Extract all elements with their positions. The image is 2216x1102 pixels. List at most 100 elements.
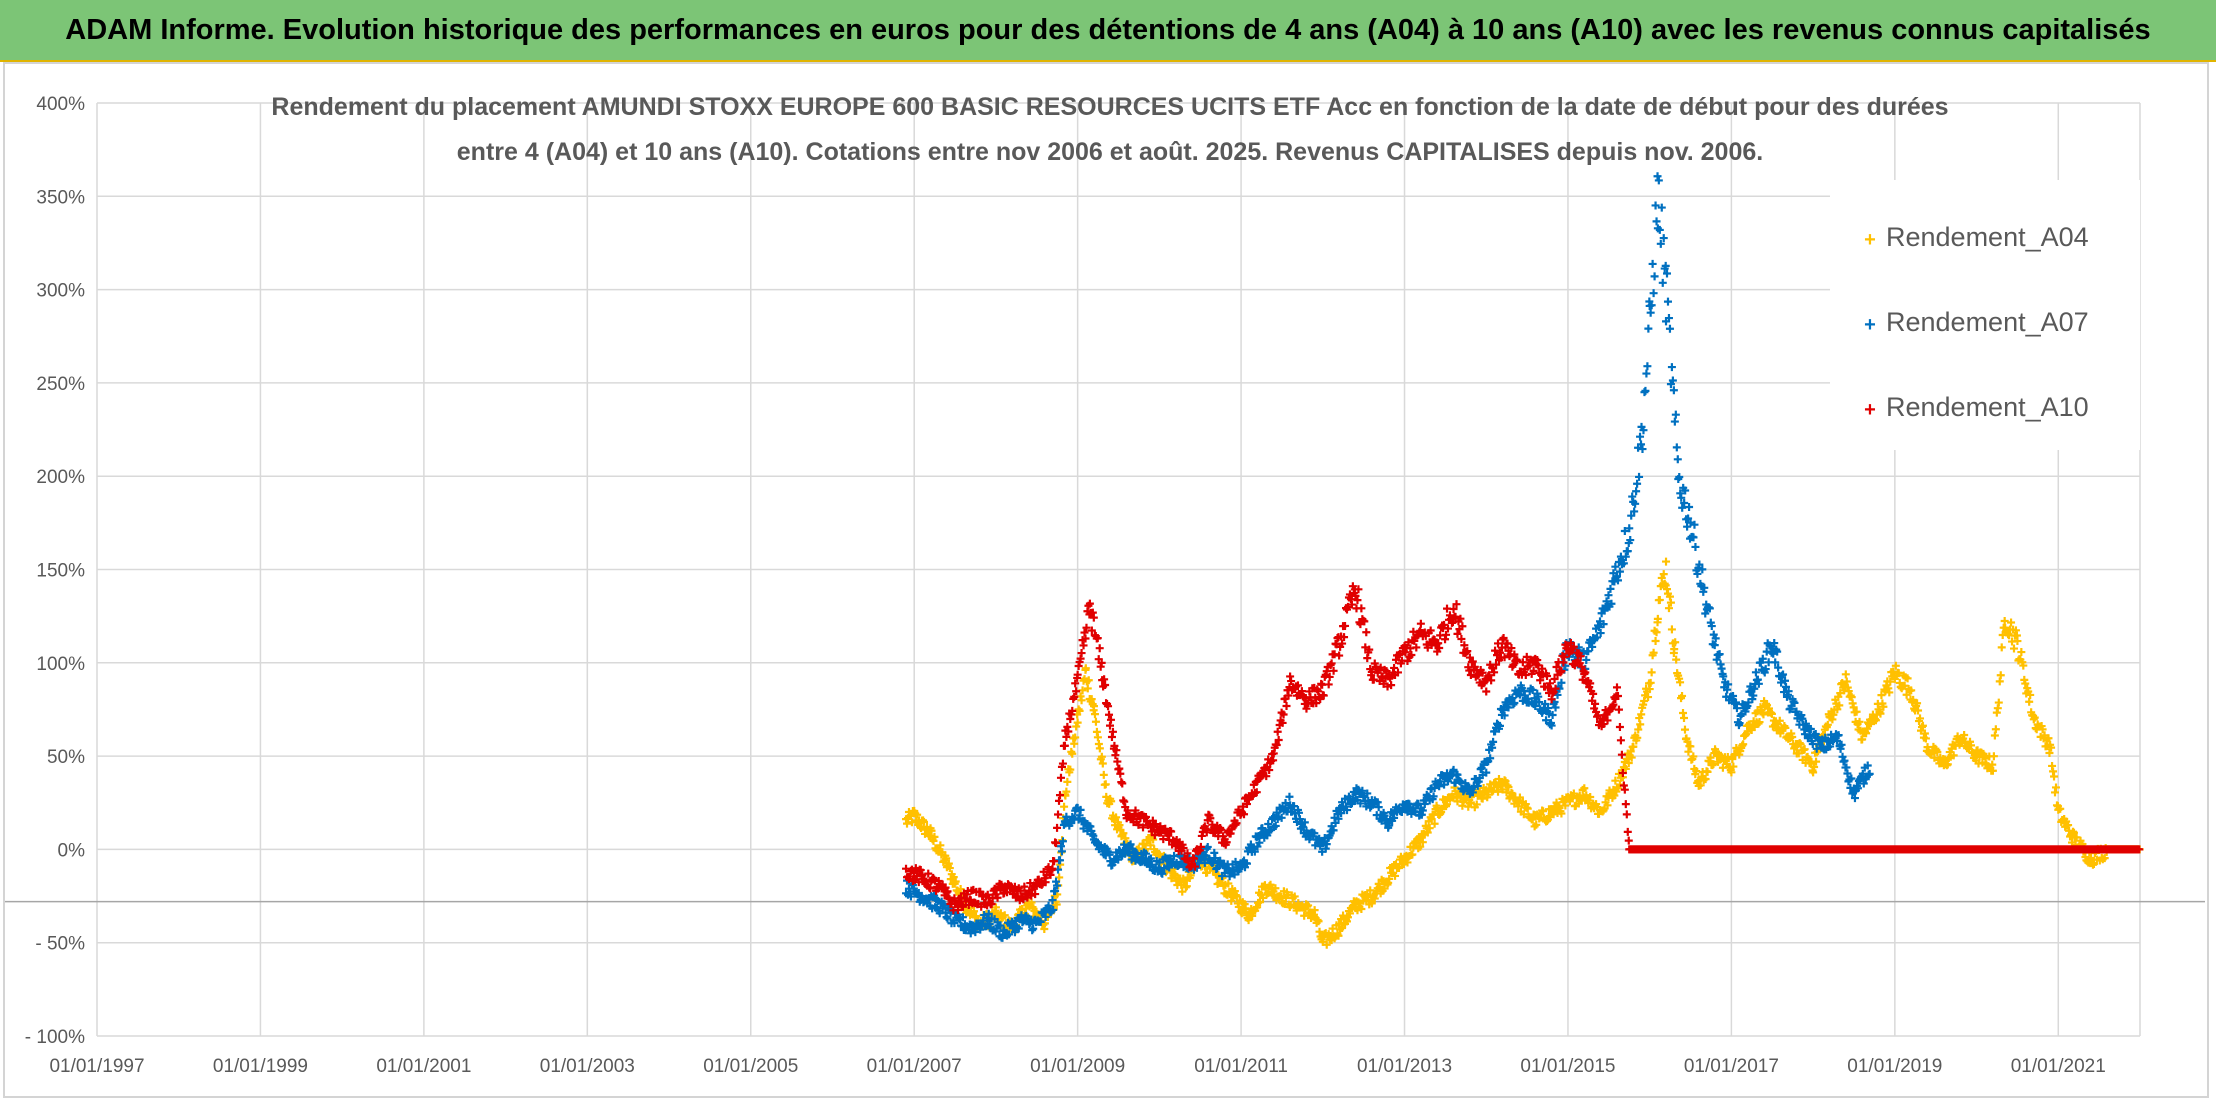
data-point-a07 <box>1663 297 1672 306</box>
data-point-a07 <box>1504 703 1513 712</box>
y-tick-label: - 100% <box>25 1027 85 1048</box>
data-point-a04 <box>2047 743 2056 752</box>
data-point-a10 <box>1269 756 1278 765</box>
data-point-a04 <box>2038 725 2047 734</box>
data-point-a04 <box>1091 717 1100 726</box>
data-point-a10 <box>1274 736 1283 745</box>
data-point-a07 <box>1619 559 1628 568</box>
data-point-a07 <box>1607 599 1616 608</box>
data-point-a07 <box>1638 445 1647 454</box>
data-point-a10 <box>1478 668 1487 677</box>
data-point-a10 <box>926 884 935 893</box>
data-point-a10 <box>1093 634 1102 643</box>
data-point-a10 <box>1492 660 1501 669</box>
data-point-a07 <box>1678 503 1687 512</box>
data-point-a04 <box>2044 734 2053 743</box>
data-point-a04 <box>1357 905 1366 914</box>
data-point-a07 <box>1582 655 1591 664</box>
data-point-a07 <box>1719 672 1728 681</box>
data-point-a07 <box>1840 756 1849 765</box>
data-point-a04 <box>1501 777 1510 786</box>
y-tick-label: 350% <box>36 187 85 208</box>
data-point-a04 <box>1071 733 1080 742</box>
data-point-a10 <box>1282 702 1291 711</box>
data-point-a07 <box>1659 234 1668 243</box>
data-point-a04 <box>2019 661 2028 670</box>
data-point-a07 <box>1644 324 1653 333</box>
data-point-a07 <box>1670 417 1679 426</box>
data-point-a07 <box>1596 629 1605 638</box>
data-point-a07 <box>1655 225 1664 234</box>
data-point-a07 <box>1615 567 1624 576</box>
data-point-a10 <box>1330 650 1339 659</box>
data-point-a04 <box>1918 721 1927 730</box>
data-point-a04 <box>1224 879 1233 888</box>
data-point-a07 <box>1626 536 1635 545</box>
data-point-a04 <box>1775 716 1784 725</box>
data-point-a07 <box>1663 269 1671 278</box>
data-point-a10 <box>1329 666 1338 675</box>
data-point-a10 <box>1052 839 1061 848</box>
data-point-a04 <box>1858 735 1867 744</box>
data-point-a10 <box>1591 699 1600 708</box>
data-point-a04 <box>920 817 929 826</box>
data-point-a10 <box>1576 652 1585 661</box>
data-point-a07 <box>1826 742 1835 751</box>
data-point-a04 <box>1683 737 1692 746</box>
data-point-a04 <box>1178 887 1187 896</box>
data-point-a04 <box>2056 804 2065 813</box>
data-point-a04 <box>1655 595 1664 604</box>
data-point-a10 <box>1056 773 1065 782</box>
data-point-a10 <box>1089 613 1098 622</box>
data-point-a10 <box>924 869 933 878</box>
data-point-a04 <box>1709 760 1718 769</box>
data-point-a10 <box>1494 639 1503 648</box>
data-point-a04 <box>951 877 960 886</box>
y-tick-label: 0% <box>58 840 86 861</box>
data-point-a10 <box>1457 635 1466 644</box>
data-point-a07 <box>1701 609 1710 618</box>
data-point-a04 <box>1676 678 1685 687</box>
data-point-a04 <box>1727 768 1736 777</box>
data-point-a07 <box>1620 526 1629 535</box>
data-point-a10 <box>1387 681 1396 690</box>
data-point-a04 <box>1788 733 1797 742</box>
data-point-a04 <box>913 810 922 819</box>
data-point-a04 <box>1055 873 1064 882</box>
data-point-a07 <box>1773 647 1782 656</box>
data-point-a04 <box>1068 749 1077 758</box>
data-point-a04 <box>1800 745 1809 754</box>
x-tick-label: 01/01/1997 <box>49 1056 144 1077</box>
data-point-a10 <box>1217 825 1226 834</box>
data-point-a07 <box>1285 792 1294 801</box>
data-point-a10 <box>1624 836 1633 845</box>
data-point-a10 <box>1550 675 1559 684</box>
data-point-a10 <box>1082 623 1091 632</box>
data-point-a10 <box>1614 705 1623 714</box>
data-point-a10 <box>1183 849 1192 858</box>
y-tick-label: 100% <box>36 654 85 675</box>
data-point-a10 <box>1110 741 1119 750</box>
data-point-a10 <box>1403 656 1412 665</box>
data-point-a04 <box>930 832 939 841</box>
data-point-a04 <box>2017 648 2026 657</box>
data-point-a07 <box>1625 524 1634 533</box>
data-point-a04 <box>2021 679 2030 688</box>
data-point-a10 <box>1071 679 1080 688</box>
data-point-a04 <box>1090 710 1099 719</box>
data-point-a10 <box>1623 827 1632 836</box>
data-point-a04 <box>1703 767 1712 776</box>
data-point-a04 <box>1391 871 1400 880</box>
data-point-a07 <box>1482 768 1491 777</box>
data-point-a10 <box>1273 727 1282 736</box>
data-point-a07 <box>1643 362 1652 371</box>
data-point-a10 <box>1453 629 1462 638</box>
data-point-a04 <box>1634 725 1643 734</box>
data-point-a07 <box>1613 576 1622 585</box>
data-point-a07 <box>1654 176 1663 185</box>
data-point-a10 <box>1353 596 1362 605</box>
data-point-a10 <box>1569 642 1578 651</box>
data-point-a07 <box>1668 376 1677 385</box>
data-point-a10 <box>1327 659 1336 668</box>
data-point-a07 <box>1295 815 1304 824</box>
